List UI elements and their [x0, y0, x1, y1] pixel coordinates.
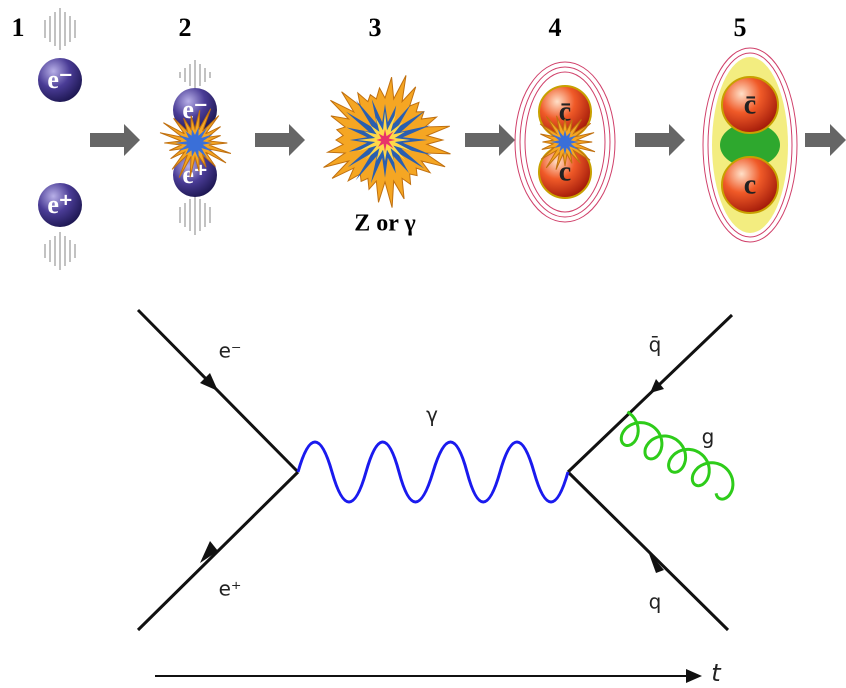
gluon [619, 410, 735, 501]
arrowhead [650, 379, 664, 393]
photon-propagator [296, 440, 570, 504]
step-arrow [805, 124, 846, 156]
time-arrowhead [686, 669, 702, 683]
step-arrow [465, 124, 515, 156]
burst [175, 127, 213, 159]
step-number: 3 [369, 13, 382, 42]
step-arrow [255, 124, 305, 156]
antiquark-line [566, 313, 734, 474]
field-line [707, 52, 793, 238]
field-line [514, 61, 616, 223]
color-string [720, 123, 780, 167]
particle-label: c [744, 169, 756, 200]
process-steps: 1 2 3 4 5e⁻e⁺e⁻e⁺Z or γc̄cc̄c [12, 8, 846, 270]
particle-label: e⁻ [47, 65, 72, 94]
outgoing-label: q̄ [649, 333, 662, 357]
particle [721, 76, 779, 134]
burst [376, 129, 396, 152]
step-number: 1 [12, 13, 25, 42]
particle [721, 156, 779, 214]
feynman-diagram: e⁻ e⁺ γ q̄ q g t [136, 308, 735, 687]
step-arrow [90, 124, 140, 156]
step-number: 4 [549, 13, 562, 42]
particle [38, 183, 82, 227]
propagator-label: γ [426, 403, 438, 427]
gluon-label: g [702, 425, 715, 449]
particle-label: e⁻ [182, 95, 207, 124]
outgoing-label: q [649, 590, 662, 614]
step-arrow [635, 124, 685, 156]
particle-label: e⁺ [47, 190, 72, 219]
particle [38, 58, 82, 102]
arrowhead [648, 551, 664, 573]
particle-label: c [559, 156, 571, 187]
field-line [519, 66, 611, 218]
particle-label: c̄ [559, 96, 571, 127]
arrowhead [200, 541, 218, 563]
arrowhead [200, 373, 218, 391]
incoming-label: e⁺ [219, 577, 242, 601]
field-line [524, 71, 606, 213]
time-label: t [711, 659, 722, 687]
incoming-label: e⁻ [219, 339, 242, 363]
field-line [702, 47, 798, 243]
step-number: 2 [179, 13, 192, 42]
step-label: Z or γ [354, 211, 415, 237]
step-number: 5 [734, 13, 747, 42]
particle-label: c̄ [744, 89, 756, 120]
burst [550, 129, 579, 156]
